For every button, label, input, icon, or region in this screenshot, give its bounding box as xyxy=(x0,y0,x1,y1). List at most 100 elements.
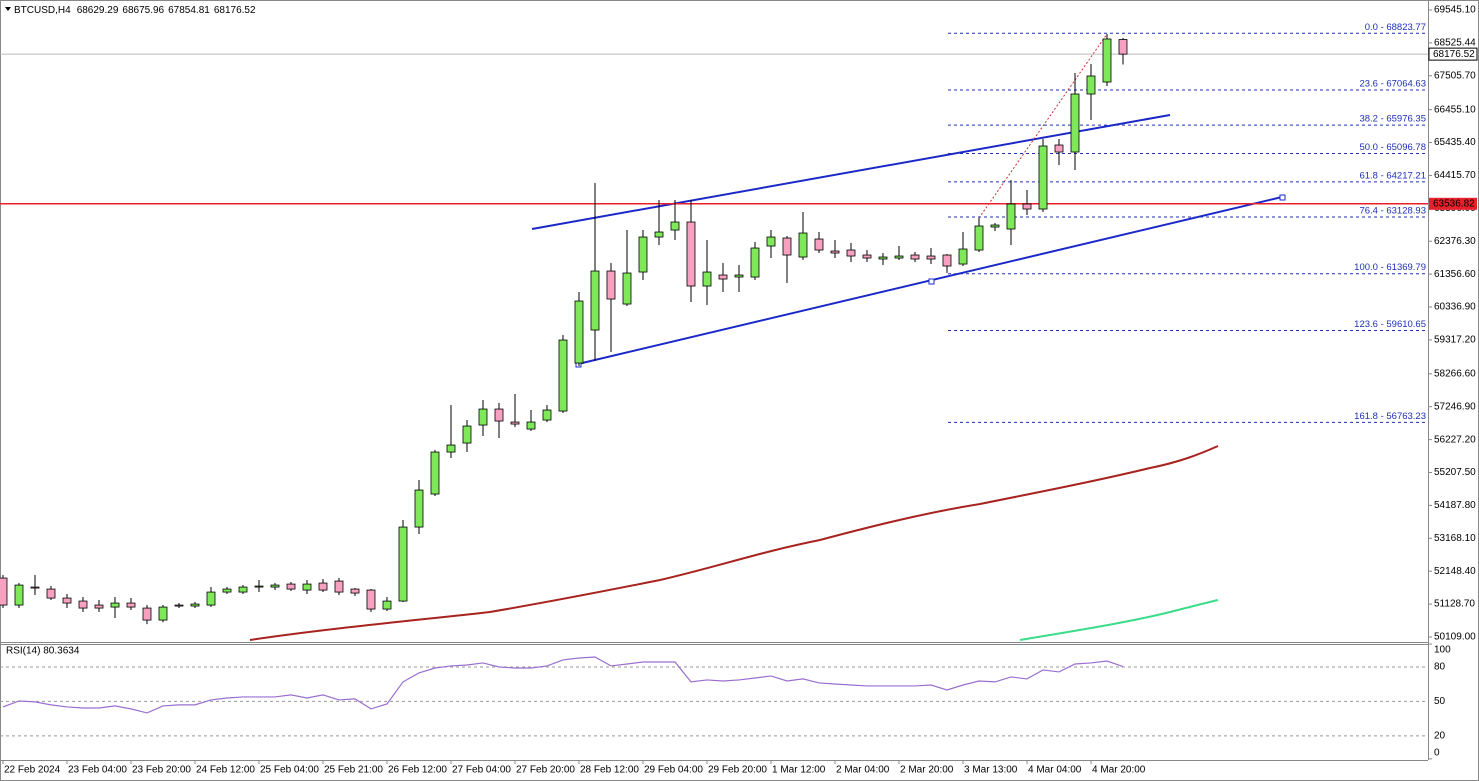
candle-body xyxy=(462,425,472,444)
fib-label: 0.0 - 68823.77 xyxy=(1365,22,1426,33)
x-tick-label: 27 Feb 04:00 xyxy=(452,765,511,776)
candle-body xyxy=(398,526,408,602)
x-tick-label: 4 Mar 04:00 xyxy=(1028,765,1082,776)
candle-body xyxy=(382,600,392,610)
candle-body xyxy=(974,225,984,251)
candle-body xyxy=(590,270,600,331)
level-price-label: 63536.82 xyxy=(1433,198,1475,209)
candle-body xyxy=(1086,75,1096,95)
x-tick-label: 25 Feb 04:00 xyxy=(260,765,319,776)
candle-body xyxy=(894,255,904,259)
candle-body xyxy=(158,606,168,621)
header: BTCUSD,H4 68629.29 68675.96 67854.81 68176.5… xyxy=(14,5,256,16)
candle-body xyxy=(254,585,264,588)
candle-body xyxy=(126,602,136,608)
fib-trendline xyxy=(978,33,1108,219)
candle-body xyxy=(446,444,456,453)
candle-body xyxy=(190,603,200,607)
candle-body xyxy=(814,238,824,251)
candle-body xyxy=(478,408,488,426)
candle-body xyxy=(542,409,552,421)
y-tick-label: 69545.10 xyxy=(1434,5,1476,16)
candle-body xyxy=(718,274,728,280)
rsi-line xyxy=(2,656,1124,714)
candle-body xyxy=(750,247,760,278)
x-tick-label: 22 Feb 2024 xyxy=(4,765,61,776)
candle-body xyxy=(0,577,8,606)
candle-body xyxy=(798,232,808,258)
fib-label: 123.6 - 59610.65 xyxy=(1354,319,1426,330)
rsi-tick-label: 20 xyxy=(1434,731,1446,742)
drawings xyxy=(0,0,1429,761)
candle-body xyxy=(414,489,424,528)
level-price-box xyxy=(1429,197,1477,210)
y-tick-label: 60336.90 xyxy=(1434,302,1476,313)
candle-body xyxy=(46,588,56,599)
y-tick-label: 62376.30 xyxy=(1434,236,1476,247)
candle-body xyxy=(286,583,296,590)
candle-body xyxy=(830,250,840,254)
y-tick-label: 56227.20 xyxy=(1434,434,1476,445)
y-tick-label: 61356.60 xyxy=(1434,269,1476,280)
candle-body xyxy=(350,588,360,594)
y-tick-label: 53168.10 xyxy=(1434,533,1476,544)
x-tick-label: 1 Mar 12:00 xyxy=(772,765,826,776)
candle-body xyxy=(878,256,888,260)
x-tick-label: 29 Feb 20:00 xyxy=(708,765,767,776)
fib-label: 76.4 - 63128.93 xyxy=(1359,205,1426,216)
candle-body xyxy=(766,236,776,247)
header-low: 67854.81 xyxy=(168,5,210,16)
current-price-label: 68176.52 xyxy=(1433,49,1475,60)
candle-body xyxy=(990,224,1000,228)
x-tick-label: 29 Feb 04:00 xyxy=(644,765,703,776)
candle-body xyxy=(734,274,744,278)
fib-label: 23.6 - 67064.63 xyxy=(1359,79,1426,90)
rsi-tick-label: 100 xyxy=(1434,645,1451,656)
x-tick-label: 23 Feb 20:00 xyxy=(132,765,191,776)
x-tick-label: 2 Mar 20:00 xyxy=(900,765,954,776)
candle-body xyxy=(782,237,792,256)
candle-body xyxy=(702,271,712,287)
candle-body xyxy=(366,589,376,610)
x-tick-label: 3 Mar 13:00 xyxy=(964,765,1018,776)
candle-body xyxy=(1022,203,1032,210)
y-tick-label: 64415.70 xyxy=(1434,170,1476,181)
candle-body xyxy=(430,451,440,495)
candle-body xyxy=(846,249,856,257)
y-tick-label: 50109.00 xyxy=(1434,632,1476,643)
y-tick-label: 52148.40 xyxy=(1434,566,1476,577)
y-tick-label: 59317.20 xyxy=(1434,335,1476,346)
candle-body xyxy=(1054,144,1064,153)
header-open: 68629.29 xyxy=(77,5,119,16)
x-tick-label: 25 Feb 21:00 xyxy=(324,765,383,776)
candle-body xyxy=(302,583,312,591)
moving-average-fast xyxy=(1019,599,1219,641)
candle-body xyxy=(638,236,648,273)
candle-body xyxy=(174,604,184,607)
candle-body xyxy=(62,597,72,604)
fib-label: 61.8 - 64217.21 xyxy=(1359,170,1426,181)
candle-body xyxy=(78,600,88,609)
candle-body xyxy=(142,607,152,621)
header-high: 68675.96 xyxy=(122,5,164,16)
candle-body xyxy=(206,591,216,606)
fib-label: 38.2 - 65976.35 xyxy=(1359,114,1426,125)
menu-arrow xyxy=(5,7,11,11)
x-tick-label: 24 Feb 12:00 xyxy=(196,765,255,776)
y-tick-label: 51128.70 xyxy=(1434,599,1475,610)
candle-body xyxy=(558,339,568,412)
anchor-point xyxy=(1279,194,1286,201)
candle-body xyxy=(622,272,632,305)
candle-body xyxy=(910,254,920,260)
fib-label: 50.0 - 65096.78 xyxy=(1359,142,1426,153)
channel-upper xyxy=(531,114,1171,230)
candle-body xyxy=(670,221,680,231)
x-tick-label: 23 Feb 04:00 xyxy=(68,765,127,776)
candle-body xyxy=(222,588,232,593)
x-tick-label: 2 Mar 04:00 xyxy=(836,765,890,776)
rsi-tick-label: 50 xyxy=(1434,696,1446,707)
candle-body xyxy=(1006,203,1016,230)
candle-body xyxy=(318,582,328,591)
